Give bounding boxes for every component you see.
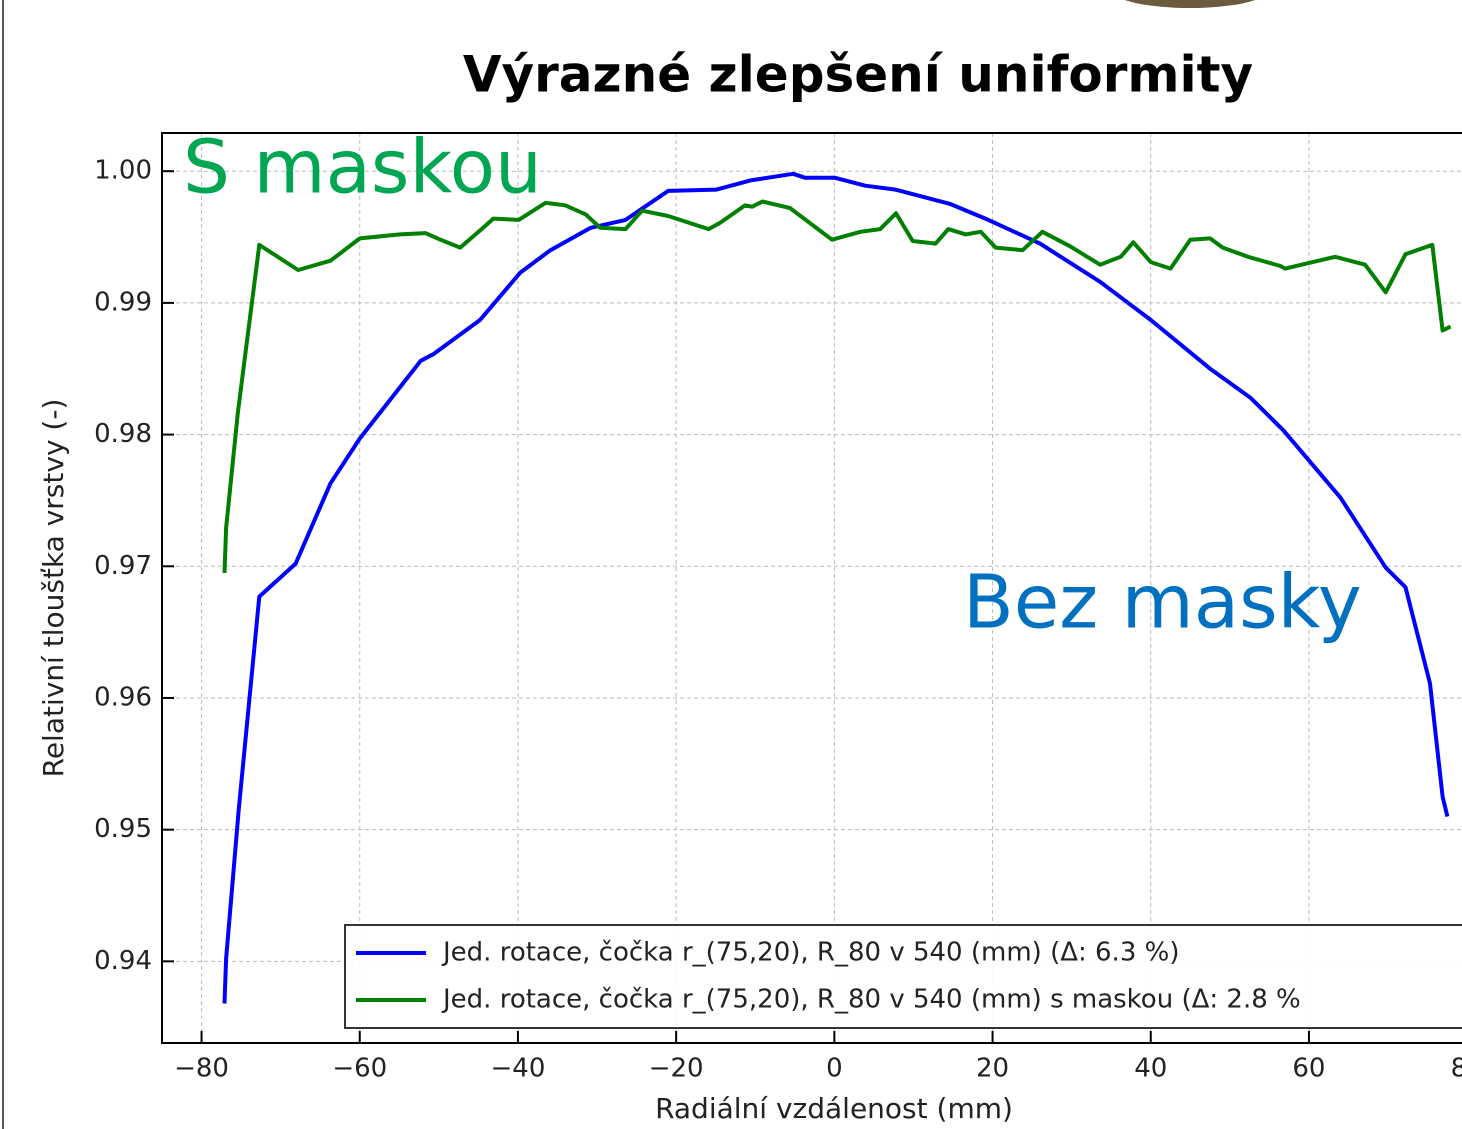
x-tick-label: −80: [174, 1054, 229, 1084]
y-tick-label: 0.96: [94, 682, 152, 712]
x-tick-label: −20: [649, 1054, 704, 1084]
y-tick-label: 0.95: [94, 814, 152, 844]
series-line: [222, 199, 1452, 573]
x-tick-label: 80: [1451, 1054, 1462, 1084]
x-tick-label: −40: [491, 1054, 546, 1084]
chart-title: Výrazné zlepšení uniformity: [463, 46, 1253, 104]
ticks: −80 −60 −40 −20 0 20 40 60 80 0.94 0.95 0.96 0.97 0.9…: [94, 156, 1462, 1084]
y-tick-label: 1.00: [94, 156, 152, 186]
series-line: [222, 171, 1450, 1004]
y-tick-label: 0.97: [94, 551, 152, 581]
decoration: [1125, 0, 1255, 8]
x-axis-label: Radiální vzdálenost (mm): [655, 1092, 1013, 1125]
y-tick-label: 0.94: [94, 946, 152, 976]
y-tick-label: 0.98: [94, 419, 152, 449]
legend-label: Jed. rotace, čočka r_(75,20), R_80 v 540…: [441, 938, 1179, 968]
x-tick-label: 60: [1292, 1054, 1325, 1084]
plot-frame: [161, 132, 1462, 1044]
legend: Jed. rotace, čočka r_(75,20), R_80 v 540…: [344, 924, 1462, 1029]
legend-label: Jed. rotace, čočka r_(75,20), R_80 v 540…: [441, 985, 1301, 1015]
annotation: Bez masky: [963, 560, 1362, 646]
y-axis-label: Relativní tloušťka vrstvy (-): [37, 399, 70, 778]
x-tick-label: 20: [976, 1054, 1009, 1084]
x-tick-label: 0: [826, 1054, 843, 1084]
x-tick-label: −60: [332, 1054, 387, 1084]
x-tick-label: 40: [1134, 1054, 1167, 1084]
grid: [162, 133, 1462, 1043]
y-tick-label: 0.99: [94, 287, 152, 317]
legend-box: [344, 924, 1462, 1029]
plot-lines: [222, 171, 1452, 1004]
annotation: S maskou: [183, 125, 542, 211]
